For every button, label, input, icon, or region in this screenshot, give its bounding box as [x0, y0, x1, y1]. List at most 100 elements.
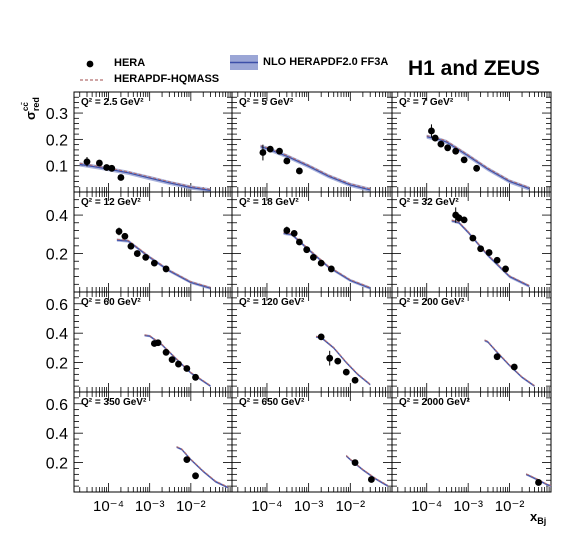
data-point [142, 253, 150, 261]
theory-line [116, 239, 211, 289]
legend-hera-marker [86, 60, 94, 68]
panel-label: Q² = 650 GeV² [239, 397, 305, 408]
y-tick-label: 0.4 [46, 208, 68, 225]
data-point [535, 479, 542, 486]
data-point [168, 356, 176, 364]
panel-q2-2000: 10⁻⁴ 10⁻³ 10⁻² Q² = 2000 GeV² [391, 391, 552, 515]
data-point [351, 376, 359, 384]
theory-band [116, 238, 211, 290]
data-point [455, 214, 463, 222]
data-point [469, 234, 477, 242]
legend [80, 55, 258, 81]
data-point [428, 127, 435, 135]
data-point [103, 164, 111, 171]
y-axis-title: σredcc̄ [21, 97, 41, 120]
data-point [473, 164, 481, 172]
data-point [183, 456, 191, 464]
theory-line [484, 339, 535, 387]
hqmass-line [525, 473, 552, 486]
data-point [493, 256, 501, 264]
data-point [192, 373, 199, 381]
data-point [276, 147, 283, 155]
data-point [317, 333, 325, 341]
data-point [283, 227, 291, 234]
hqmass-line [176, 446, 229, 488]
x-tick-label: 10⁻⁴ [93, 498, 124, 515]
theory-line [283, 232, 371, 289]
y-tick-label: 0.2 [46, 247, 68, 264]
data-point [150, 259, 158, 267]
data-point [317, 259, 325, 267]
panel-label: Q² = 7 GeV² [399, 97, 454, 108]
x-tick-label: 10⁻⁴ [411, 498, 442, 515]
y-tick-label: 0.4 [46, 426, 68, 443]
hqmass-line [283, 232, 371, 288]
data-point [477, 245, 485, 253]
panel-label: Q² = 2.5 GeV² [81, 97, 144, 108]
data-point [334, 357, 342, 365]
panel-label: Q² = 18 GeV² [239, 197, 299, 208]
figure-title: H1 and ZEUS [408, 57, 540, 80]
hqmass-line [484, 339, 535, 386]
panel-q2-200: Q² = 200 GeV² [391, 291, 552, 393]
panel-q2-12: 0.2 0.4 Q² = 12 GeV² [46, 191, 233, 293]
panel-q2-350: 0.2 0.4 0.6 10⁻⁴ 10⁻³ 10⁻² Q² = 350 GeV² [46, 391, 233, 515]
hqmass-line [144, 334, 211, 386]
panel-label: Q² = 120 GeV² [239, 297, 305, 308]
x-tick-label: 10⁻² [336, 498, 366, 515]
legend-hera-label: HERA [114, 57, 146, 69]
data-point [133, 250, 141, 257]
y-tick-label: 0.2 [46, 356, 68, 373]
panel-label: Q² = 32 GeV² [399, 197, 459, 208]
axis-labels: σredcc̄ xBj [21, 97, 546, 526]
data-point [460, 156, 468, 164]
legend-hqmass-label: HERAPDF-HQMASS [114, 73, 220, 85]
panel-frame [391, 391, 552, 493]
panel-label: Q² = 5 GeV² [239, 97, 294, 108]
data-point [127, 242, 135, 250]
theory-line [79, 163, 211, 191]
panel-label: Q² = 200 GeV² [399, 297, 465, 308]
x-tick-label: 10⁻² [495, 498, 525, 515]
data-point [502, 265, 509, 273]
data-point [175, 360, 182, 368]
data-point [115, 228, 123, 235]
data-point [460, 216, 468, 224]
y-tick-label: 0.3 [46, 106, 68, 123]
data-point [295, 167, 303, 175]
data-point [121, 232, 129, 240]
data-point [108, 164, 116, 172]
data-point [342, 368, 350, 376]
data-point [154, 339, 162, 347]
x-tick-label: 10⁻² [176, 498, 206, 515]
data-point [437, 140, 445, 148]
y-tick-label: 0.6 [46, 297, 68, 314]
panel-q2-18: Q² = 18 GeV² [231, 191, 393, 293]
panel-q2-120: Q² = 120 GeV² [231, 291, 393, 393]
hqmass-line [116, 238, 211, 288]
data-point [452, 147, 460, 155]
data-point [431, 134, 439, 142]
data-point [510, 363, 518, 371]
hqmass-line [451, 219, 530, 286]
data-point [444, 144, 452, 152]
y-tick-label: 0.4 [46, 326, 68, 343]
data-point [162, 265, 170, 273]
data-point [327, 265, 335, 273]
x-tick-label: 10⁻³ [453, 498, 483, 515]
y-tick-label: 0.6 [46, 397, 68, 414]
data-point [367, 476, 375, 483]
x-tick-label: 10⁻³ [294, 498, 324, 515]
data-point [192, 472, 199, 480]
panel-label: Q² = 350 GeV² [81, 397, 147, 408]
data-point [283, 157, 291, 165]
data-point [290, 229, 298, 237]
data-point [303, 246, 311, 254]
panel-q2-7: Q² = 7 GeV² [391, 91, 552, 193]
legend-nlo-label: NLO HERAPDF2.0 FF3A [263, 56, 389, 68]
panel-q2-60: 0.2 0.4 0.6 Q² = 60 GeV² [46, 291, 233, 393]
x-tick-label: 10⁻³ [135, 498, 165, 515]
hqmass-line [315, 335, 371, 385]
panel-q2-32: Q² = 32 GeV² [391, 191, 552, 293]
